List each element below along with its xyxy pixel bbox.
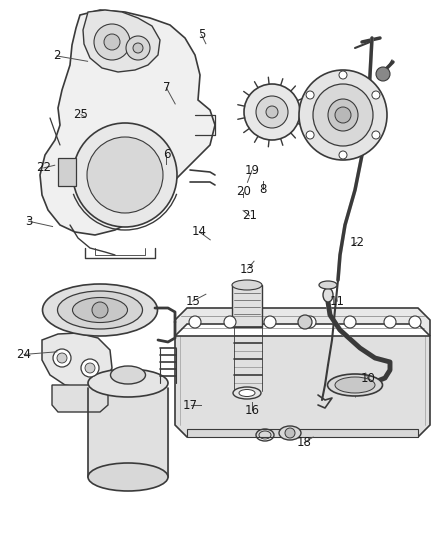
Text: 6: 6: [162, 148, 170, 161]
Polygon shape: [187, 429, 418, 437]
Bar: [58, 158, 76, 186]
Circle shape: [92, 302, 108, 318]
Circle shape: [285, 428, 295, 438]
Circle shape: [126, 36, 150, 60]
Circle shape: [224, 316, 236, 328]
Ellipse shape: [42, 284, 158, 336]
Circle shape: [73, 123, 177, 227]
Circle shape: [372, 91, 380, 99]
Text: 14: 14: [192, 225, 207, 238]
Text: 13: 13: [240, 263, 255, 276]
Ellipse shape: [73, 297, 127, 322]
Text: 15: 15: [185, 295, 200, 308]
Text: 25: 25: [74, 108, 88, 121]
Circle shape: [53, 349, 71, 367]
Circle shape: [256, 96, 288, 128]
Ellipse shape: [57, 291, 142, 329]
Circle shape: [384, 316, 396, 328]
Text: 3: 3: [25, 215, 32, 228]
Ellipse shape: [279, 426, 301, 440]
Text: 7: 7: [162, 82, 170, 94]
Text: 20: 20: [236, 185, 251, 198]
Ellipse shape: [319, 281, 337, 289]
Text: 17: 17: [183, 399, 198, 411]
Ellipse shape: [313, 84, 373, 146]
Circle shape: [244, 84, 300, 140]
Polygon shape: [52, 385, 108, 412]
Polygon shape: [175, 308, 430, 336]
Ellipse shape: [323, 288, 333, 302]
Circle shape: [306, 131, 314, 139]
Ellipse shape: [88, 369, 168, 397]
Circle shape: [133, 43, 143, 53]
Circle shape: [339, 151, 347, 159]
Polygon shape: [83, 10, 160, 72]
Circle shape: [306, 91, 314, 99]
Circle shape: [87, 137, 163, 213]
Circle shape: [339, 71, 347, 79]
Text: 24: 24: [17, 348, 32, 361]
Circle shape: [104, 34, 120, 50]
Ellipse shape: [328, 99, 358, 131]
Text: 16: 16: [244, 404, 259, 417]
Ellipse shape: [233, 387, 261, 399]
Text: 18: 18: [297, 436, 312, 449]
Circle shape: [81, 359, 99, 377]
Text: 21: 21: [242, 209, 257, 222]
Ellipse shape: [239, 390, 255, 397]
Polygon shape: [175, 336, 430, 437]
Polygon shape: [40, 10, 215, 235]
Text: 19: 19: [244, 164, 259, 177]
Circle shape: [335, 107, 351, 123]
Text: 5: 5: [198, 28, 205, 41]
Text: 10: 10: [360, 372, 375, 385]
Circle shape: [298, 315, 312, 329]
Ellipse shape: [110, 366, 145, 384]
Text: 12: 12: [350, 236, 364, 249]
Ellipse shape: [335, 377, 375, 393]
Circle shape: [94, 24, 130, 60]
Circle shape: [409, 316, 421, 328]
Circle shape: [264, 316, 276, 328]
Text: 11: 11: [330, 295, 345, 308]
Ellipse shape: [88, 463, 168, 491]
Circle shape: [57, 353, 67, 363]
Polygon shape: [42, 333, 112, 388]
Text: 8: 8: [259, 183, 266, 196]
Circle shape: [372, 131, 380, 139]
Circle shape: [85, 363, 95, 373]
Ellipse shape: [232, 280, 262, 290]
Circle shape: [304, 316, 316, 328]
Text: 2: 2: [53, 50, 61, 62]
Circle shape: [266, 106, 278, 118]
Circle shape: [376, 67, 390, 81]
Circle shape: [344, 316, 356, 328]
Text: 22: 22: [36, 161, 51, 174]
Ellipse shape: [328, 374, 382, 396]
Circle shape: [189, 316, 201, 328]
Bar: [232, 285, 262, 327]
Ellipse shape: [299, 70, 387, 160]
